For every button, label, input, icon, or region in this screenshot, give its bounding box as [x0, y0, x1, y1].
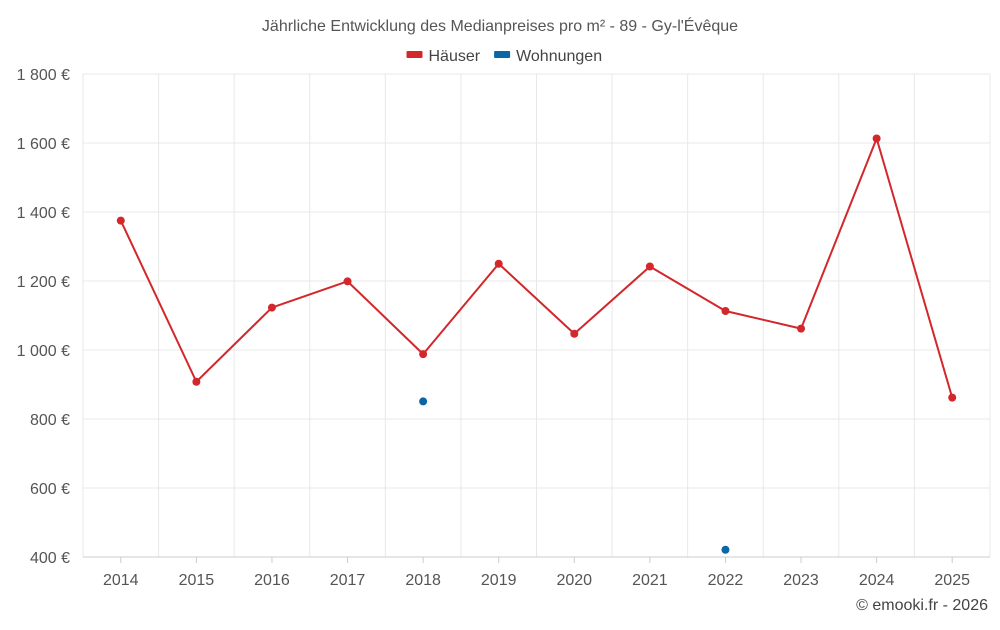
- data-point[interactable]: [872, 134, 881, 143]
- data-point[interactable]: [948, 393, 957, 402]
- y-tick-label: 800 €: [30, 412, 70, 429]
- legend-label: Wohnungen: [516, 48, 602, 65]
- x-tick-label: 2022: [708, 572, 744, 589]
- data-point[interactable]: [797, 324, 806, 333]
- series-layer: [116, 134, 957, 554]
- x-tick-label: 2019: [481, 572, 517, 589]
- x-tick-label: 2016: [254, 572, 290, 589]
- data-point[interactable]: [343, 277, 352, 286]
- data-point[interactable]: [192, 377, 201, 386]
- x-tick-label: 2023: [783, 572, 819, 589]
- data-point[interactable]: [721, 545, 730, 554]
- legend-item[interactable]: Wohnungen: [494, 48, 602, 65]
- chart-title: Jährliche Entwicklung des Medianpreises …: [262, 16, 738, 35]
- x-tick-label: 2024: [859, 572, 895, 589]
- x-tick-label: 2020: [556, 572, 592, 589]
- data-point[interactable]: [116, 216, 125, 225]
- x-tick-label: 2021: [632, 572, 668, 589]
- y-tick-label: 1 600 €: [17, 136, 70, 153]
- x-tick-label: 2025: [934, 572, 970, 589]
- legend-swatch: [494, 51, 511, 58]
- y-tick-label: 1 200 €: [17, 274, 70, 291]
- x-tick-label: 2015: [179, 572, 215, 589]
- data-point[interactable]: [267, 303, 276, 312]
- grid: [82, 73, 991, 557]
- legend-item[interactable]: Häuser: [406, 48, 481, 65]
- y-tick-label: 400 €: [30, 550, 70, 567]
- legend: Häuser Wohnungen: [406, 48, 602, 65]
- x-tick-label: 2018: [405, 572, 441, 589]
- data-point[interactable]: [419, 397, 428, 406]
- x-tick-label: 2017: [330, 572, 366, 589]
- data-point[interactable]: [721, 307, 730, 316]
- series-0: [116, 134, 957, 402]
- data-point[interactable]: [494, 259, 503, 268]
- data-point[interactable]: [570, 329, 579, 338]
- y-tick-label: 1 000 €: [17, 343, 70, 360]
- x-tick-label: 2014: [103, 572, 139, 589]
- series-1: [419, 397, 730, 554]
- y-tick-label: 600 €: [30, 481, 70, 498]
- data-point[interactable]: [645, 262, 654, 271]
- y-tick-label: 1 400 €: [17, 205, 70, 222]
- copyright-text: © emooki.fr - 2026: [856, 597, 988, 614]
- y-tick-label: 1 800 €: [17, 67, 70, 84]
- axes: 400 € 600 € 800 € 1 000 € 1 200 € 1 400 € 1 60…: [17, 67, 990, 589]
- series-line: [119, 137, 954, 398]
- legend-swatch: [406, 51, 423, 58]
- data-point[interactable]: [419, 350, 428, 359]
- legend-label: Häuser: [429, 48, 481, 65]
